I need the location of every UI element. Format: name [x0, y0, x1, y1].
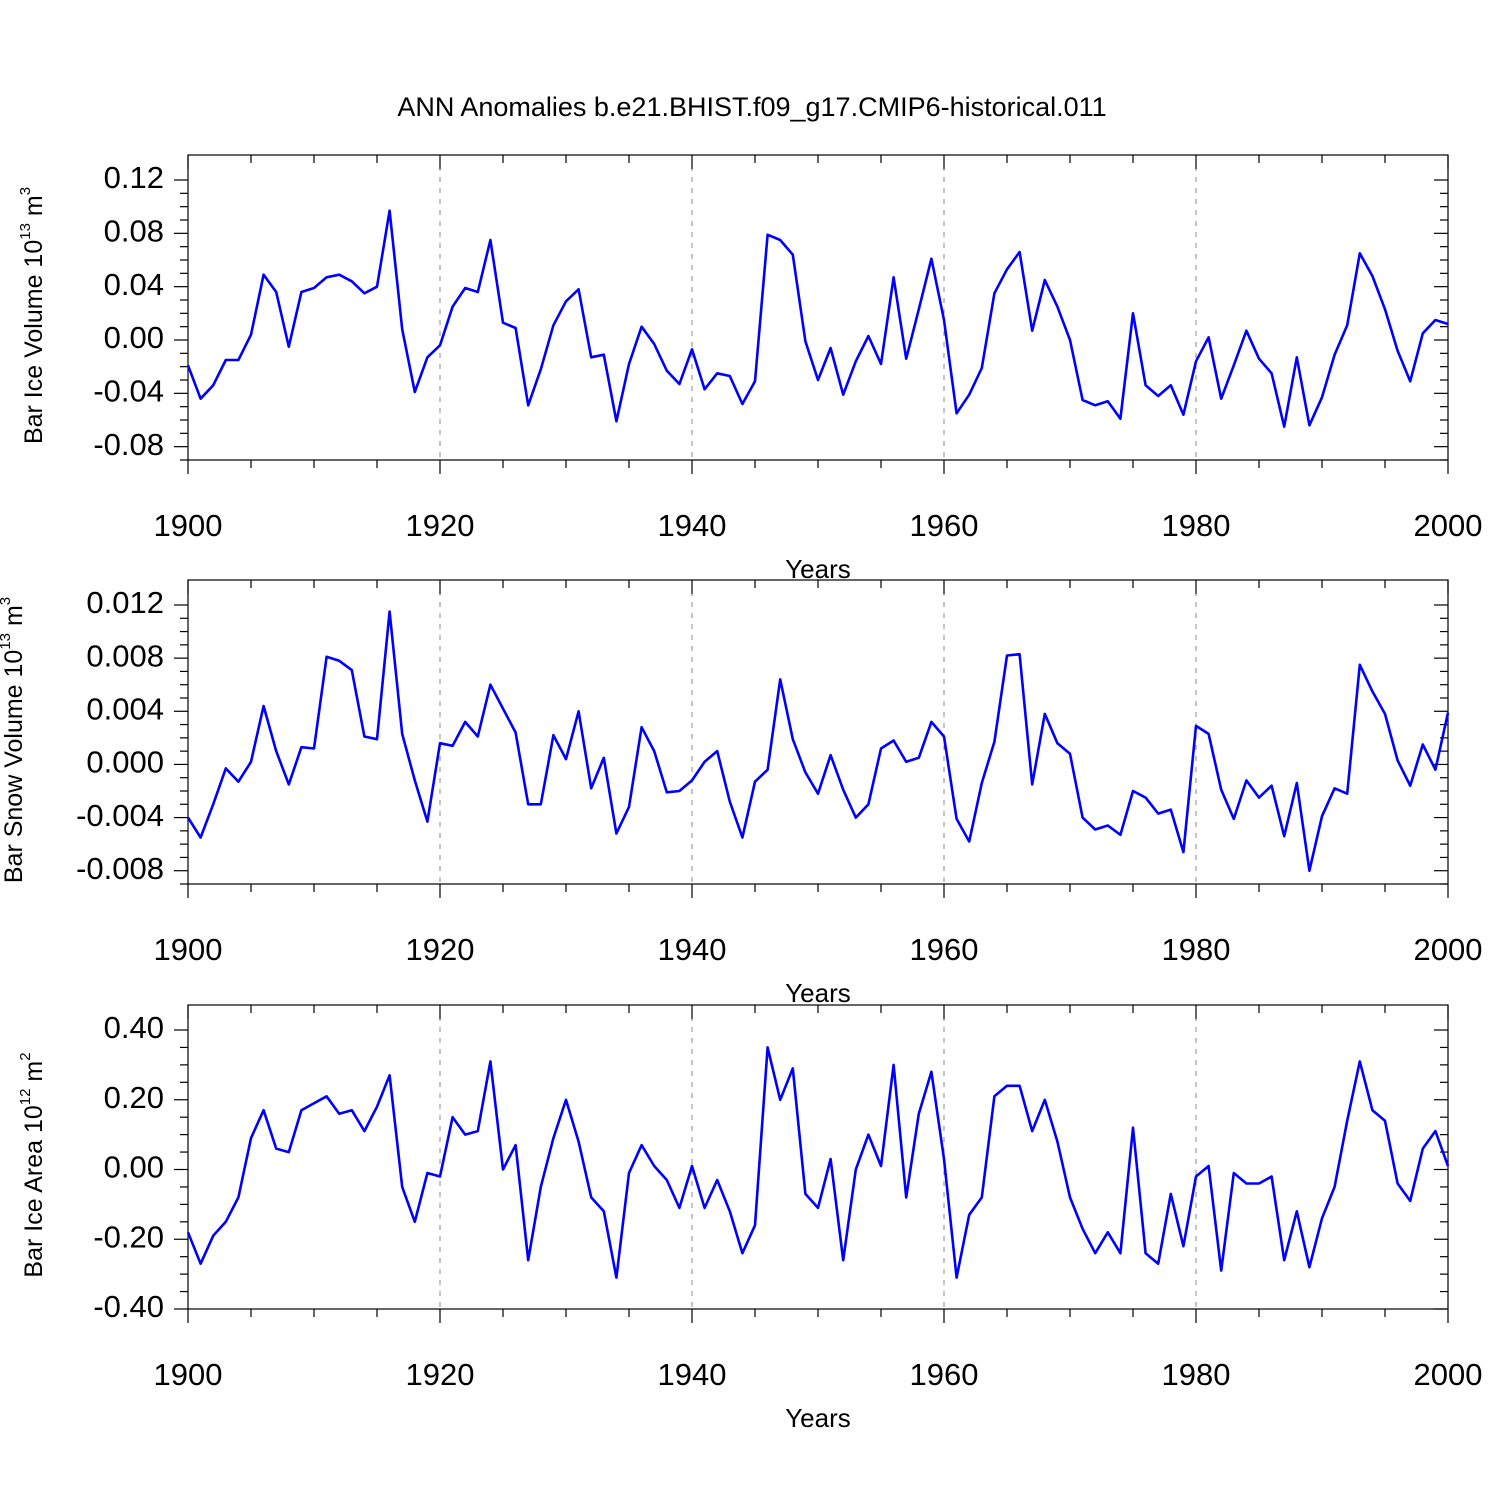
y-tick-label: 0.04 [104, 267, 164, 302]
y-axis-label-unit-exponent: 3 [17, 187, 34, 195]
x-tick-label: 1900 [154, 1357, 223, 1392]
y-axis-label-unit: m [20, 1061, 48, 1089]
x-tick-label: 1920 [406, 508, 475, 543]
x-tick-label: 1920 [406, 1357, 475, 1392]
y-axis-label-unit-exponent: 3 [0, 597, 14, 605]
y-tick-label: 0.008 [86, 638, 164, 673]
y-tick-label: 0.12 [104, 160, 164, 195]
x-tick-label: 1900 [154, 508, 223, 543]
x-tick-label: 1940 [658, 508, 727, 543]
panel-ice-area: 1900 1920 1940 1960 1980 2000 Years -0.40 -0.20 0… [17, 1004, 1483, 1433]
x-tick-label: 2000 [1414, 932, 1483, 967]
y-axis-label: Bar Snow Volume 1013 m3 [0, 597, 28, 883]
plot-frame [187, 1004, 1449, 1310]
y-tick-label: -0.08 [93, 427, 164, 462]
y-axis-label-text: Bar Snow Volume 10 [0, 650, 28, 883]
y-tick-label: 0.08 [104, 214, 164, 249]
panel-ice-volume: 1900 1920 1940 1960 1980 2000 Years -0.08 -0.04 0… [17, 154, 1483, 584]
y-axis-label-text: Bar Ice Volume 10 [20, 240, 48, 444]
x-tick-label: 1980 [1162, 932, 1231, 967]
x-tick-label: 1960 [910, 508, 979, 543]
x-axis-label: Years [785, 978, 851, 1008]
x-tick-label: 1900 [154, 932, 223, 967]
x-tick-label: 1960 [910, 932, 979, 967]
y-axis-label-unit-exponent: 2 [17, 1052, 34, 1060]
x-tick-label: 1940 [658, 932, 727, 967]
x-axis-label: Years [785, 1403, 851, 1433]
y-axis-label-exponent: 13 [0, 633, 14, 650]
y-tick-label: 0.40 [104, 1010, 164, 1045]
x-tick-label: 2000 [1414, 508, 1483, 543]
x-tick-label: 1980 [1162, 508, 1231, 543]
y-tick-label: 0.20 [104, 1080, 164, 1115]
y-tick-label: -0.008 [76, 851, 164, 886]
y-tick-label: -0.20 [93, 1219, 164, 1254]
x-tick-label: 1980 [1162, 1357, 1231, 1392]
y-tick-label: 0.00 [104, 1150, 164, 1185]
y-axis-label-exponent: 12 [17, 1089, 34, 1106]
y-tick-label: 0.00 [104, 320, 164, 355]
y-tick-label: 0.000 [86, 745, 164, 780]
y-tick-label: -0.004 [76, 798, 164, 833]
x-tick-label: 1940 [658, 1357, 727, 1392]
y-tick-label: -0.04 [93, 374, 164, 409]
y-tick-label: 0.004 [86, 691, 164, 726]
y-tick-label: 0.012 [86, 585, 164, 620]
x-tick-label: 1960 [910, 1357, 979, 1392]
y-axis-label-exponent: 13 [17, 223, 34, 240]
series-line [186, 1046, 1450, 1279]
y-axis-label-text: Bar Ice Area 10 [20, 1105, 48, 1277]
panel-snow-volume: 1900 1920 1940 1960 1980 2000 Years -0.008 -0.00… [0, 579, 1483, 1008]
series-line [186, 209, 1449, 429]
x-axis-label: Years [785, 554, 851, 584]
series-line [186, 610, 1450, 873]
y-axis-label: Bar Ice Volume 1013 m3 [17, 187, 48, 444]
y-axis-label-unit: m [20, 195, 48, 223]
x-tick-label: 1920 [406, 932, 475, 967]
x-tick-label: 2000 [1414, 1357, 1483, 1392]
y-axis-label-unit: m [0, 605, 28, 633]
plot-frame [187, 154, 1449, 461]
y-tick-label: -0.40 [93, 1289, 164, 1324]
chart-title: ANN Anomalies b.e21.BHIST.f09_g17.CMIP6-… [397, 92, 1106, 122]
y-axis-label: Bar Ice Area 1012 m2 [17, 1052, 48, 1277]
